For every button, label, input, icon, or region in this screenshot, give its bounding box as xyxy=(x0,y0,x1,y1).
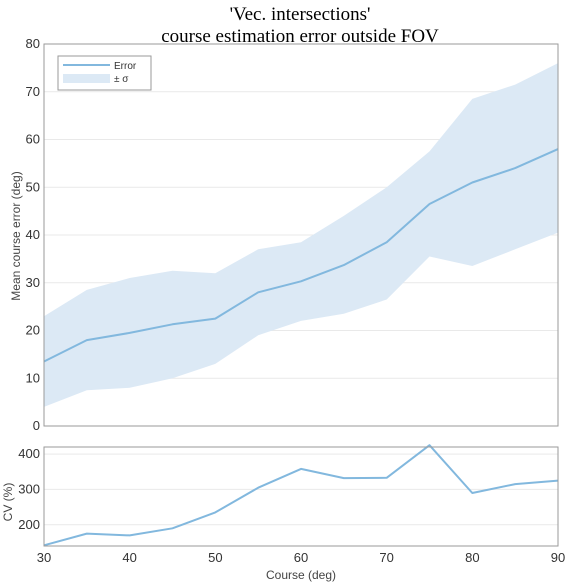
top-y-tick-1: 10 xyxy=(26,370,40,385)
bottom-y-tick-1: 300 xyxy=(18,481,40,496)
x-axis-label: Course (deg) xyxy=(266,568,336,582)
top-y-tick-0: 0 xyxy=(33,418,40,433)
top-y-tick-2: 20 xyxy=(26,323,40,338)
x-tick-1: 40 xyxy=(122,550,136,565)
top-y-tick-3: 30 xyxy=(26,275,40,290)
top-plot: 0 10 20 30 40 50 60 70 80 xyxy=(26,36,559,433)
bottom-y-tick-0: 200 xyxy=(18,517,40,532)
x-tick-3: 60 xyxy=(294,550,308,565)
chart-title: 'Vec. intersections' xyxy=(230,4,371,25)
sigma-band xyxy=(44,63,558,407)
top-y-tick-5: 50 xyxy=(26,179,40,194)
x-tick-6: 90 xyxy=(551,550,565,565)
x-tick-2: 50 xyxy=(208,550,222,565)
legend-band-swatch xyxy=(63,74,110,83)
top-y-axis-label: Mean course error (deg) xyxy=(9,171,23,300)
x-tick-4: 70 xyxy=(379,550,393,565)
top-y-tick-8: 80 xyxy=(26,36,40,51)
legend: Error ± σ xyxy=(57,55,152,91)
bottom-frame xyxy=(43,446,559,547)
cv-line xyxy=(43,444,559,547)
chart-subtitle: course estimation error outside FOV xyxy=(161,26,439,47)
error-line xyxy=(43,148,559,363)
bottom-plot: 200 300 400 30 40 50 60 70 80 90 xyxy=(18,444,565,565)
legend-box xyxy=(57,55,152,91)
x-tick-5: 80 xyxy=(465,550,479,565)
bottom-y-axis-label: CV (%) xyxy=(1,483,15,522)
bottom-y-tick-2: 400 xyxy=(18,446,40,461)
top-y-tick-4: 40 xyxy=(26,227,40,242)
top-frame xyxy=(43,43,559,427)
legend-label-error: Error xyxy=(114,61,137,72)
top-y-tick-6: 60 xyxy=(26,132,40,147)
top-y-tick-7: 70 xyxy=(26,84,40,99)
x-tick-0: 30 xyxy=(37,550,51,565)
legend-label-sigma: ± σ xyxy=(114,74,129,85)
